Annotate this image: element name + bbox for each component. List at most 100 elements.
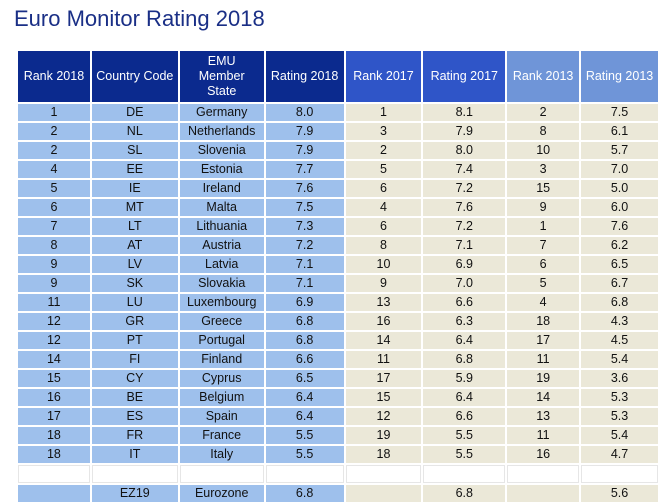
cell-rating-2017: 7.9 xyxy=(423,123,506,140)
spacer-cell xyxy=(581,465,658,483)
cell-rating-2013: 5.3 xyxy=(581,389,658,406)
cell-rating-2013: 6.0 xyxy=(581,199,658,216)
cell-rank-2017 xyxy=(345,485,422,502)
cell-rank-2013: 10 xyxy=(507,142,580,159)
table-row: 12 PT Portugal 6.8 14 6.4 17 4.5 xyxy=(18,332,658,349)
table-body: 1 DE Germany 8.0 1 8.1 2 7.5 2 NL Netherlands 7.9 3 7… xyxy=(18,104,658,502)
cell-rank-2018: 14 xyxy=(18,351,90,368)
cell-rating-2017: 6.4 xyxy=(423,389,506,406)
cell-country-code: IE xyxy=(91,180,178,197)
cell-rating-2018: 7.3 xyxy=(265,218,344,235)
spacer-cell xyxy=(265,465,344,483)
table-row: 2 NL Netherlands 7.9 3 7.9 8 6.1 xyxy=(18,123,658,140)
cell-member-state: Eurozone xyxy=(179,485,264,502)
cell-rating-2018: 7.9 xyxy=(265,123,344,140)
cell-rank-2013: 18 xyxy=(507,313,580,330)
cell-rank-2013: 13 xyxy=(507,408,580,425)
cell-country-code: IT xyxy=(91,446,178,463)
cell-rank-2018: 4 xyxy=(18,161,90,178)
cell-rank-2018: 2 xyxy=(18,142,90,159)
cell-rating-2018: 7.6 xyxy=(265,180,344,197)
spacer-cell xyxy=(507,465,580,483)
cell-rating-2017: 6.4 xyxy=(423,332,506,349)
cell-rank-2017: 17 xyxy=(345,370,422,387)
cell-rank-2018: 9 xyxy=(18,275,90,292)
cell-rating-2018: 6.4 xyxy=(265,408,344,425)
table-row: 9 SK Slovakia 7.1 9 7.0 5 6.7 xyxy=(18,275,658,292)
cell-rating-2018: 6.8 xyxy=(265,485,344,502)
cell-rank-2018: 18 xyxy=(18,446,90,463)
cell-rank-2017: 9 xyxy=(345,275,422,292)
cell-rating-2017: 6.6 xyxy=(423,408,506,425)
cell-rating-2013: 6.1 xyxy=(581,123,658,140)
cell-rank-2017: 14 xyxy=(345,332,422,349)
cell-country-code: FR xyxy=(91,427,178,444)
cell-country-code: LV xyxy=(91,256,178,273)
table-row: 17 ES Spain 6.4 12 6.6 13 5.3 xyxy=(18,408,658,425)
table-row: 1 DE Germany 8.0 1 8.1 2 7.5 xyxy=(18,104,658,121)
cell-rank-2017: 13 xyxy=(345,294,422,311)
cell-country-code: GR xyxy=(91,313,178,330)
cell-rank-2017: 18 xyxy=(345,446,422,463)
cell-rating-2018: 7.9 xyxy=(265,142,344,159)
cell-member-state: Belgium xyxy=(179,389,264,406)
cell-rating-2017: 6.9 xyxy=(423,256,506,273)
cell-rank-2017: 11 xyxy=(345,351,422,368)
cell-rank-2018: 16 xyxy=(18,389,90,406)
rating-table: Rank 2018 Country Code EMU Member State Ra… xyxy=(16,49,660,504)
cell-member-state: Luxembourg xyxy=(179,294,264,311)
cell-rating-2017: 7.2 xyxy=(423,218,506,235)
cell-rank-2013: 15 xyxy=(507,180,580,197)
cell-rating-2013: 5.7 xyxy=(581,142,658,159)
cell-rank-2013: 7 xyxy=(507,237,580,254)
cell-rating-2018: 7.1 xyxy=(265,256,344,273)
cell-rating-2017: 5.5 xyxy=(423,427,506,444)
cell-rank-2018: 2 xyxy=(18,123,90,140)
cell-rank-2017: 6 xyxy=(345,218,422,235)
table-row: 8 AT Austria 7.2 8 7.1 7 6.2 xyxy=(18,237,658,254)
cell-country-code: MT xyxy=(91,199,178,216)
cell-rank-2018: 8 xyxy=(18,237,90,254)
cell-member-state: Austria xyxy=(179,237,264,254)
cell-rank-2017: 16 xyxy=(345,313,422,330)
cell-member-state: France xyxy=(179,427,264,444)
cell-rating-2018: 6.9 xyxy=(265,294,344,311)
cell-country-code: BE xyxy=(91,389,178,406)
header-country-code: Country Code xyxy=(91,51,178,102)
cell-rank-2017: 19 xyxy=(345,427,422,444)
cell-rank-2013: 2 xyxy=(507,104,580,121)
cell-rank-2013: 1 xyxy=(507,218,580,235)
cell-rating-2013: 5.0 xyxy=(581,180,658,197)
cell-rank-2018: 15 xyxy=(18,370,90,387)
cell-rating-2018: 6.6 xyxy=(265,351,344,368)
cell-rating-2013: 4.7 xyxy=(581,446,658,463)
cell-member-state: Ireland xyxy=(179,180,264,197)
table-row: 18 IT Italy 5.5 18 5.5 16 4.7 xyxy=(18,446,658,463)
cell-rating-2017: 6.8 xyxy=(423,351,506,368)
cell-rating-2017: 6.8 xyxy=(423,485,506,502)
cell-country-code: PT xyxy=(91,332,178,349)
cell-rank-2017: 1 xyxy=(345,104,422,121)
cell-rank-2018: 12 xyxy=(18,332,90,349)
cell-rating-2013: 7.0 xyxy=(581,161,658,178)
cell-country-code: NL xyxy=(91,123,178,140)
cell-rank-2018: 6 xyxy=(18,199,90,216)
spacer-cell xyxy=(91,465,178,483)
cell-rank-2017: 6 xyxy=(345,180,422,197)
table-row: 11 LU Luxembourg 6.9 13 6.6 4 6.8 xyxy=(18,294,658,311)
cell-rating-2013: 7.5 xyxy=(581,104,658,121)
header-emu-line1: EMU xyxy=(207,54,236,68)
cell-rank-2017: 4 xyxy=(345,199,422,216)
cell-rank-2018: 17 xyxy=(18,408,90,425)
table-row: 4 EE Estonia 7.7 5 7.4 3 7.0 xyxy=(18,161,658,178)
cell-rank-2013 xyxy=(507,485,580,502)
cell-rating-2017: 8.0 xyxy=(423,142,506,159)
cell-rank-2017: 2 xyxy=(345,142,422,159)
cell-rank-2013: 6 xyxy=(507,256,580,273)
cell-rank-2018: 5 xyxy=(18,180,90,197)
cell-rank-2013: 17 xyxy=(507,332,580,349)
cell-rank-2018 xyxy=(18,485,90,502)
cell-rating-2013: 5.6 xyxy=(581,485,658,502)
spacer-cell xyxy=(345,465,422,483)
cell-rating-2017: 8.1 xyxy=(423,104,506,121)
